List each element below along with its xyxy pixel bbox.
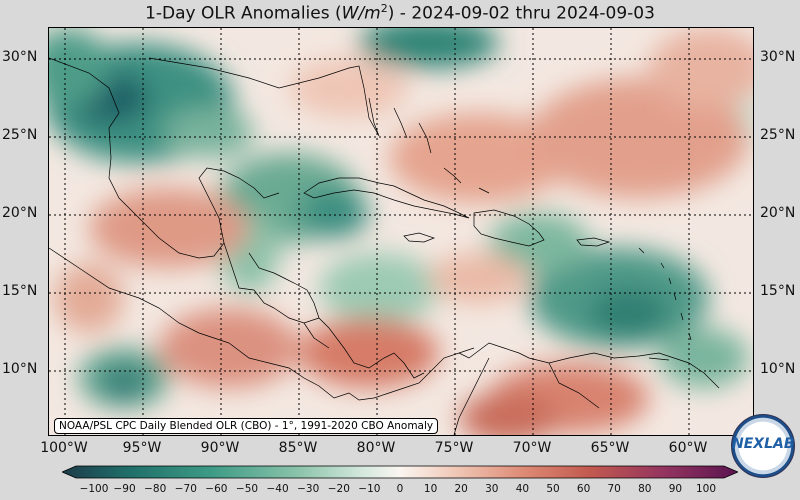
colorbar-tick-label: 40 [515, 483, 530, 495]
colorbar-gradient [62, 465, 738, 479]
colorbar-tick-label: −20 [327, 483, 350, 495]
colorbar-tick-label: 30 [485, 483, 499, 495]
lat-label-left: 10°N [2, 361, 38, 377]
map-panel [48, 27, 754, 436]
colorbar-tick-label: −30 [297, 483, 320, 495]
lon-label: 85°W [278, 440, 318, 456]
lat-label-right: 10°N [760, 361, 796, 377]
colorbar-tick-label: −80 [144, 483, 167, 495]
colorbar-tick-label: 10 [423, 483, 438, 495]
lat-label-right: 15°N [760, 283, 796, 299]
lon-label: 100°W [40, 440, 88, 456]
lat-label-right: 20°N [760, 205, 796, 221]
colorbar-tick-label: 60 [576, 483, 591, 495]
colorbar-tick-label: 100 [695, 483, 717, 495]
colorbar-tick-label: −100 [79, 483, 109, 495]
lat-label-left: 25°N [2, 127, 38, 143]
colorbar-tick-label: −90 [113, 483, 136, 495]
map-title: 1-Day OLR Anomalies (W/m2) - 2024-09-02 … [145, 2, 655, 24]
data-attribution: NOAA/PSL CPC Daily Blended OLR (CBO) - 1… [54, 418, 439, 434]
graticule [49, 28, 753, 435]
lon-label: 70°W [512, 440, 552, 456]
colorbar-tick-label: −70 [174, 483, 197, 495]
lat-label-right: 30°N [760, 49, 796, 65]
lon-label: 80°W [356, 440, 396, 456]
lon-label: 90°W [200, 440, 240, 456]
colorbar-tick-label: −50 [235, 483, 259, 495]
colorbar-tick-label: 90 [668, 483, 683, 495]
colorbar-tick-label: −40 [266, 483, 289, 495]
colorbar-tick-label: 80 [638, 483, 652, 495]
colorbar-tick-label: −60 [205, 483, 228, 495]
colorbar-tick-label: 0 [396, 483, 404, 495]
colorbar-tick-label: 20 [454, 483, 468, 495]
coastlines [49, 57, 720, 435]
lon-label: 60°W [668, 440, 708, 456]
logo-text: NEXLAB [732, 436, 795, 452]
lat-label-left: 15°N [2, 283, 38, 299]
olr-anomaly-map [49, 28, 753, 435]
colorbar-tick-label: −10 [358, 483, 381, 495]
lat-label-left: 30°N [2, 49, 38, 65]
lat-label-right: 25°N [760, 127, 796, 143]
lat-label-left: 20°N [2, 205, 38, 221]
lon-label: 95°W [122, 440, 162, 456]
lon-label: 65°W [590, 440, 630, 456]
colorbar [62, 465, 738, 479]
nexlab-logo: NEXLAB [731, 414, 795, 478]
lon-label: 75°W [434, 440, 474, 456]
colorbar-tick-label: 50 [546, 483, 560, 495]
colorbar-tick-label: 70 [607, 483, 621, 495]
